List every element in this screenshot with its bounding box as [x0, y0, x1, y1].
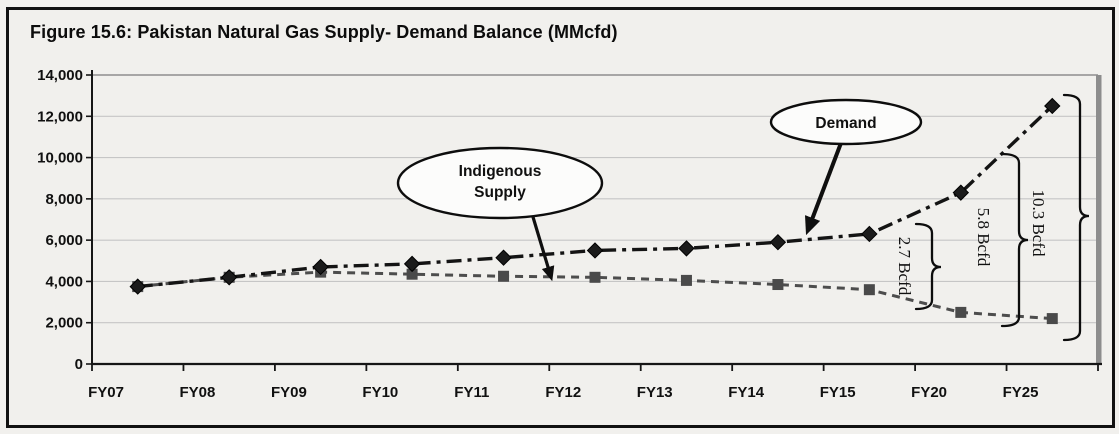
callout-arrow — [804, 142, 843, 236]
gap-label: 2.7 Bcfd — [895, 237, 914, 296]
y-axis-tick-label: 12,000 — [37, 108, 83, 125]
x-axis-tick-label: FY07 — [88, 384, 124, 401]
x-axis-tick-label: FY08 — [180, 384, 216, 401]
supply-data-point — [955, 306, 967, 318]
demand-data-point — [220, 269, 238, 286]
gap-label: 10.3 Bcfd — [1029, 189, 1048, 257]
supply-data-point — [680, 274, 692, 286]
y-axis-tick-label: 10,000 — [37, 150, 83, 167]
demand-data-point — [312, 258, 329, 276]
callout-oval — [396, 146, 604, 220]
demand-data-point — [769, 233, 787, 251]
x-axis-tick-label: FY10 — [362, 384, 398, 401]
x-axis-tick-label: FY11 — [454, 384, 489, 401]
demand-data-point — [495, 249, 512, 266]
supply-data-point — [498, 270, 510, 282]
demand-data-point — [403, 255, 421, 273]
demand-data-point — [678, 240, 695, 257]
y-axis-tick-label: 0 — [75, 356, 83, 373]
supply-data-point — [863, 284, 875, 296]
x-axis-tick-label: FY09 — [271, 384, 307, 401]
demand-data-point — [1044, 97, 1061, 115]
y-axis-tick-label: 6,000 — [45, 232, 83, 249]
gap-brace — [1062, 93, 1090, 342]
y-axis-tick-label: 4,000 — [45, 273, 83, 290]
callout-label: Indigenous — [459, 163, 542, 180]
callout-label: Supply — [474, 184, 526, 201]
demand-data-point — [586, 242, 604, 259]
callout-arrow — [531, 216, 555, 282]
x-axis-tick-label: FY12 — [545, 384, 581, 401]
x-axis-tick-label: FY13 — [637, 384, 673, 401]
y-axis-tick-label: 14,000 — [37, 67, 83, 84]
plot-right-wall — [1096, 75, 1102, 364]
callout-oval — [769, 98, 923, 146]
x-axis-tick-label: FY25 — [1003, 384, 1039, 401]
x-axis-tick-label: FY15 — [820, 384, 856, 401]
demand-data-point — [861, 225, 878, 243]
gap-brace — [914, 222, 942, 311]
y-axis-tick-label: 2,000 — [45, 315, 83, 332]
supply-data-point — [772, 279, 784, 291]
figure-title: Figure 15.6: Pakistan Natural Gas Supply… — [30, 22, 618, 42]
y-axis-tick-label: 8,000 — [45, 191, 83, 208]
gap-brace — [1000, 152, 1029, 328]
x-axis-tick-label: FY14 — [728, 384, 765, 401]
supply-data-point — [1046, 313, 1058, 325]
gap-label: 5.8 Bcfd — [974, 208, 993, 267]
supply-data-point — [406, 268, 418, 280]
demand-data-point — [129, 278, 146, 295]
callout-label: Demand — [815, 115, 876, 132]
x-axis-tick-label: FY20 — [911, 384, 947, 401]
supply-data-point — [589, 271, 601, 283]
demand-data-point — [952, 184, 970, 201]
